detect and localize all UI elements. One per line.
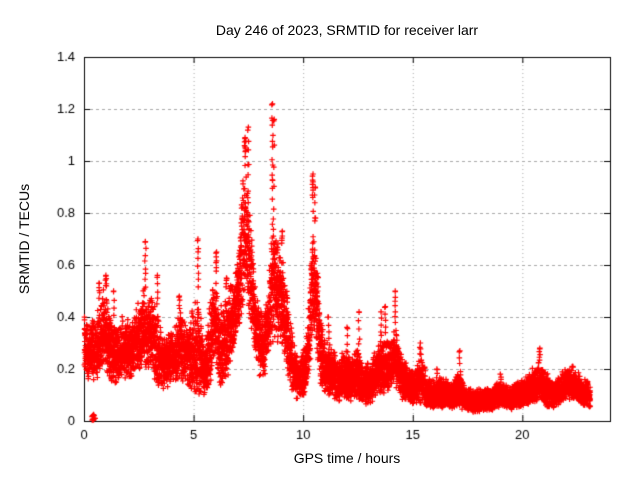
y-axis-label: SRMTID / TECUs xyxy=(16,183,32,295)
chart-title: Day 246 of 2023, SRMTID for receiver lar… xyxy=(215,22,479,38)
x-axis-label: GPS time / hours xyxy=(293,450,401,466)
